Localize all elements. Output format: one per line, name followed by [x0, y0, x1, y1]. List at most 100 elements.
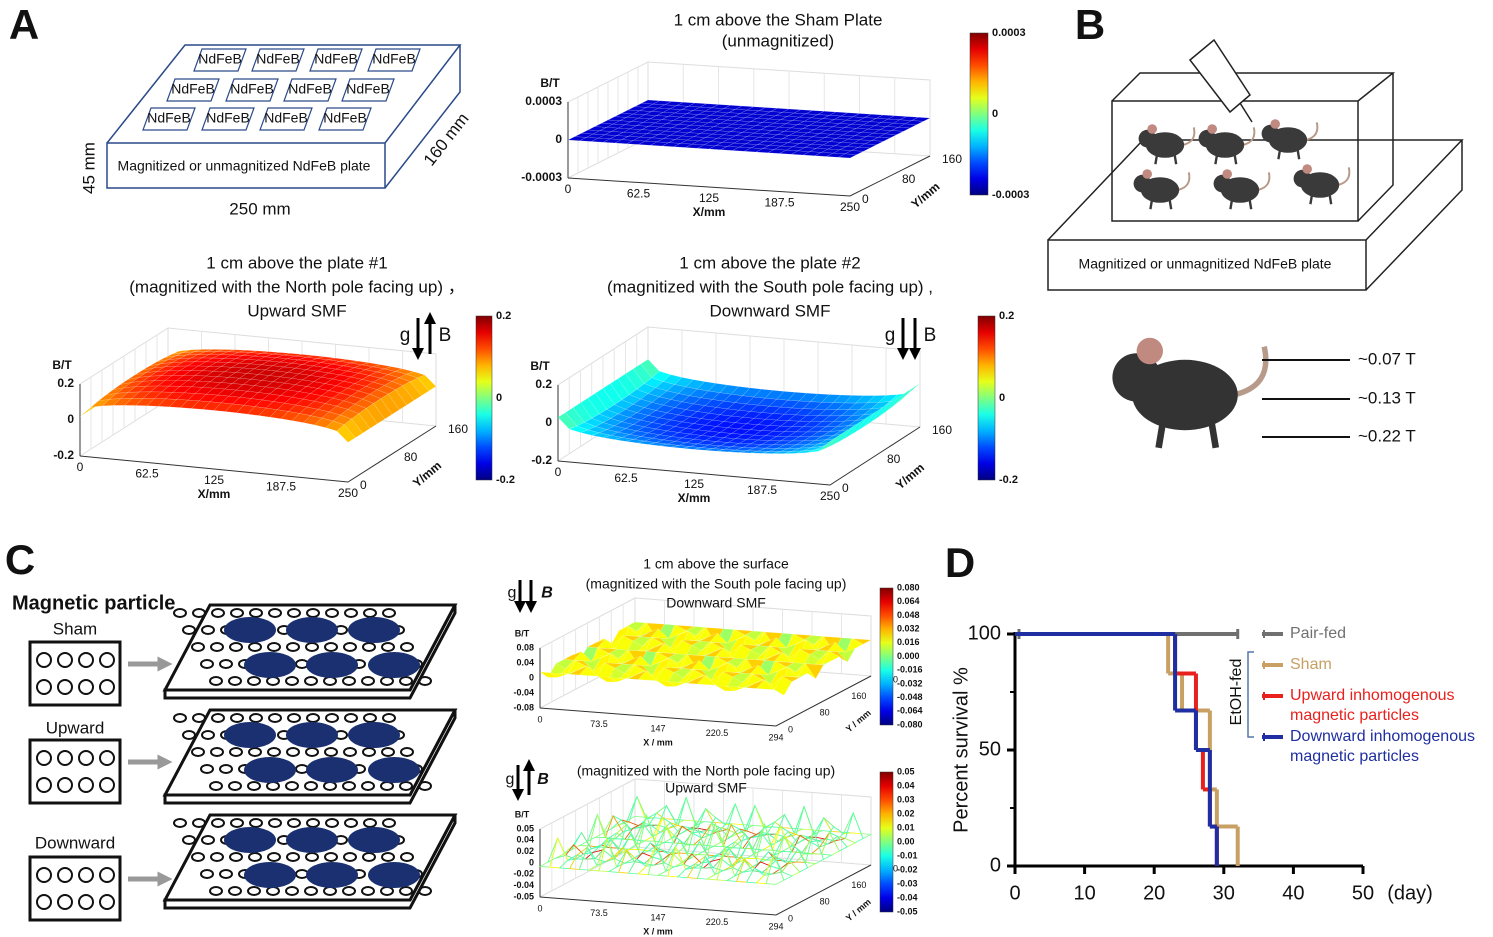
mouse-leg: [1248, 199, 1253, 210]
colorbar-label: -0.016: [897, 665, 923, 675]
gravity-label: g: [506, 771, 515, 788]
well: [362, 852, 376, 862]
surface-cell: [765, 853, 785, 885]
well: [182, 730, 196, 740]
panel-label: D: [945, 539, 975, 586]
group-label: Upward: [46, 718, 105, 737]
well: [342, 781, 356, 791]
magnet: [193, 48, 247, 72]
well: [361, 676, 375, 686]
mouse-leg: [1154, 154, 1159, 165]
magnet-label: NdFeB: [230, 81, 274, 97]
field-label: B: [924, 325, 937, 346]
plot-title: (magnitized with the North pole facing u…: [129, 277, 464, 296]
x-tick-label: 62.5: [627, 187, 651, 201]
floor-edge: [567, 155, 931, 197]
field-label: B: [439, 325, 452, 346]
well: [363, 818, 377, 828]
well: [247, 781, 261, 791]
y-tick-label: 80: [820, 897, 830, 907]
colorbar-label: 0: [496, 392, 502, 404]
well: [201, 835, 215, 845]
z-tick-label: 0: [529, 857, 534, 867]
magnet-label: NdFeB: [314, 51, 358, 67]
colorbar-label: 0: [992, 108, 998, 120]
surface-cell: [818, 436, 838, 452]
y-axis-label: Percent survival %: [950, 667, 972, 833]
dimension-label: 160 mm: [420, 109, 473, 169]
mouse-blob: [306, 862, 358, 888]
well: [268, 818, 282, 828]
colorbar-label: 0.02: [897, 808, 915, 818]
mouse-leg: [1149, 199, 1154, 210]
well: [173, 713, 187, 723]
magnet-label: NdFeB: [288, 81, 332, 97]
mouse-head: [1112, 353, 1161, 402]
well: [57, 750, 73, 766]
x-axis-label: X / mm: [643, 926, 673, 936]
z-tick-label: 0: [555, 132, 562, 146]
gravity-label: g: [400, 325, 411, 346]
magnet-label: NdFeB: [256, 51, 300, 67]
surface-cell: [677, 796, 697, 831]
well: [230, 608, 244, 618]
well: [99, 894, 115, 910]
colorbar-label: 0.016: [897, 637, 920, 647]
well: [182, 835, 196, 845]
colorbar-label: 0.064: [897, 596, 920, 606]
z-tick-label: 0: [545, 415, 552, 429]
well: [361, 781, 375, 791]
well: [57, 777, 73, 793]
floor-edge: [557, 426, 921, 486]
magnet-label: NdFeB: [323, 110, 367, 126]
mouse-leg: [1208, 420, 1220, 449]
well: [343, 852, 357, 862]
z-axis-label: B/T: [530, 359, 550, 373]
mouse-head: [1213, 174, 1232, 193]
magnet: [309, 48, 363, 72]
well: [191, 852, 205, 862]
well: [191, 642, 205, 652]
mouse-tail: [1257, 172, 1271, 191]
well: [228, 676, 242, 686]
z-tick-label: 0.04: [516, 835, 534, 845]
well: [210, 642, 224, 652]
x-tick-label: 30: [1213, 882, 1235, 904]
well: [210, 747, 224, 757]
panel-label: C: [5, 536, 35, 583]
mouse-tail: [1305, 122, 1319, 141]
plot-title: (magnitized with the South pole facing u…: [586, 576, 847, 592]
x-axis-label: X / mm: [643, 737, 673, 747]
well: [304, 676, 318, 686]
panel-label: A: [9, 1, 39, 48]
mouse-blob: [244, 757, 296, 783]
well: [400, 852, 414, 862]
colorbar-label: 0.080: [897, 582, 920, 592]
colorbar: [475, 315, 493, 481]
magnet-label: NdFeB: [372, 51, 416, 67]
mouse-blob: [244, 862, 296, 888]
well: [228, 781, 242, 791]
well: [267, 747, 281, 757]
well: [343, 642, 357, 652]
surface-cell: [563, 832, 582, 855]
colorbar-label: 0: [999, 392, 1005, 404]
plot-title: Upward SMF: [665, 780, 747, 796]
surface-cell: [775, 835, 795, 862]
plot-title: (magnitized with the North pole facing u…: [577, 763, 835, 779]
well: [287, 608, 301, 618]
surface-cell: [685, 797, 706, 826]
surface-cell: [803, 806, 824, 835]
field-label: B: [537, 771, 549, 788]
well: [285, 781, 299, 791]
well: [57, 867, 73, 883]
well: [285, 676, 299, 686]
well: [362, 642, 376, 652]
colorbar-label: 0.2: [999, 310, 1014, 322]
gravity-label: g: [885, 325, 896, 346]
x-tick-label: 20: [1143, 882, 1165, 904]
colorbar: [969, 32, 989, 196]
colorbar-label: 0.0003: [992, 27, 1026, 39]
group-label: Downward: [35, 833, 115, 852]
